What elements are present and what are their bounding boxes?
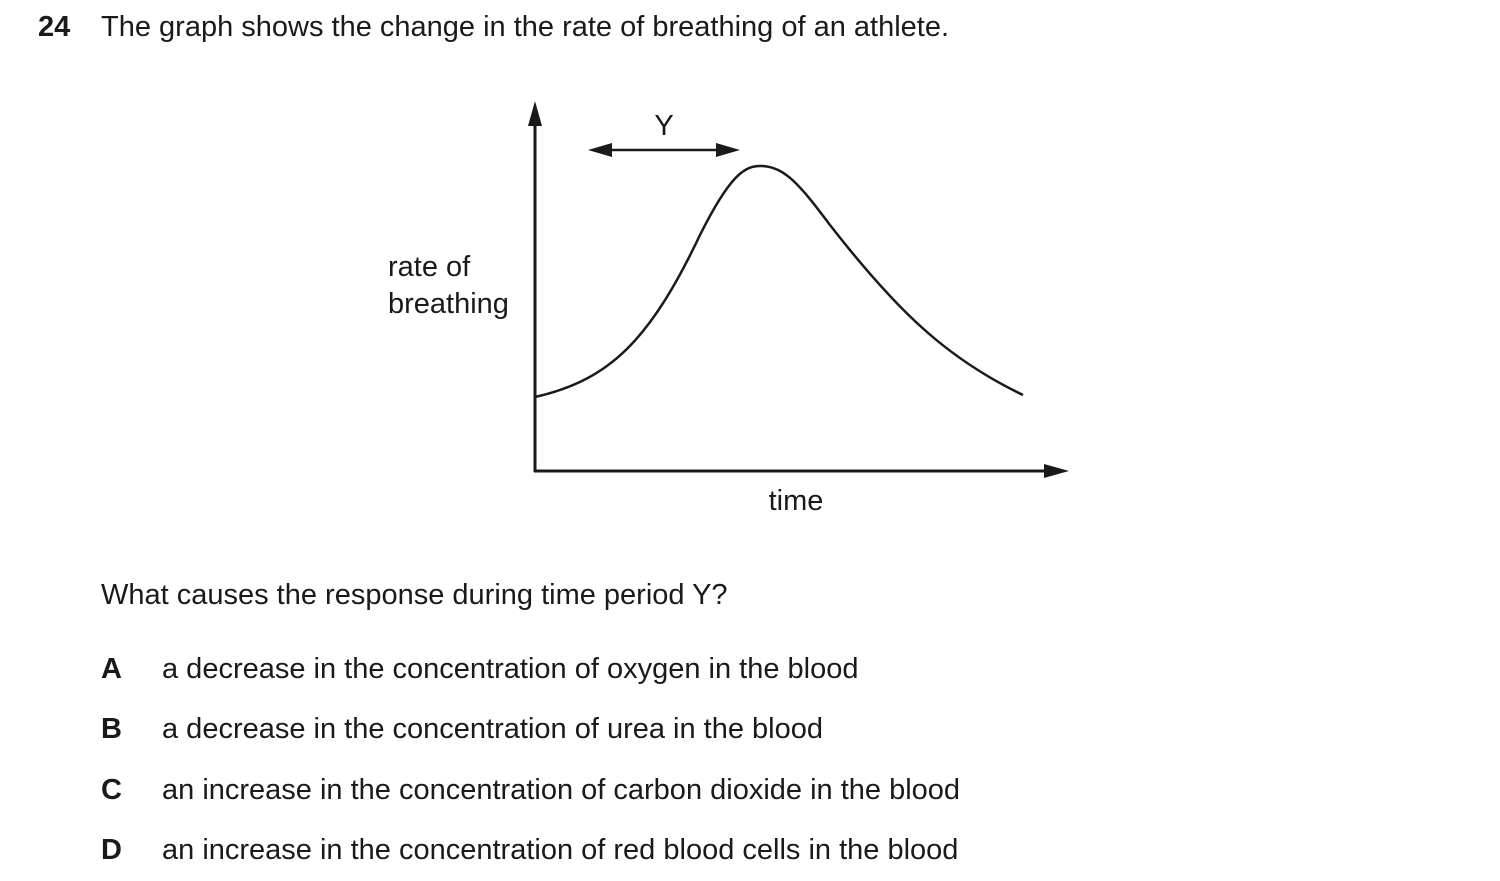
period-y-label: Y [654,110,673,142]
breathing-rate-curve [534,164,1024,399]
y-axis-label-line2: breathing [388,288,509,320]
x-axis-arrowhead [1044,464,1069,478]
y-axis-label-line1: rate of [388,251,471,283]
question-stem: The graph shows the change in the rate o… [101,11,950,43]
option-letter: B [101,713,122,745]
question-number: 24 [38,11,71,43]
period-y-arrowhead-right [716,143,740,157]
y-axis-arrowhead [528,101,542,126]
option-letter: C [101,774,122,806]
option-text: an increase in the concentration of red … [162,834,959,866]
option-text: an increase in the concentration of carb… [162,774,961,806]
x-axis-label: time [769,485,824,517]
option-letter: A [101,653,122,685]
option-letter: D [101,834,122,866]
question-prompt: What causes the response during time per… [101,579,728,611]
option-text: a decrease in the concentration of oxyge… [162,653,859,685]
period-y-arrowhead-left [588,143,612,157]
option-text: a decrease in the concentration of urea … [162,713,824,745]
